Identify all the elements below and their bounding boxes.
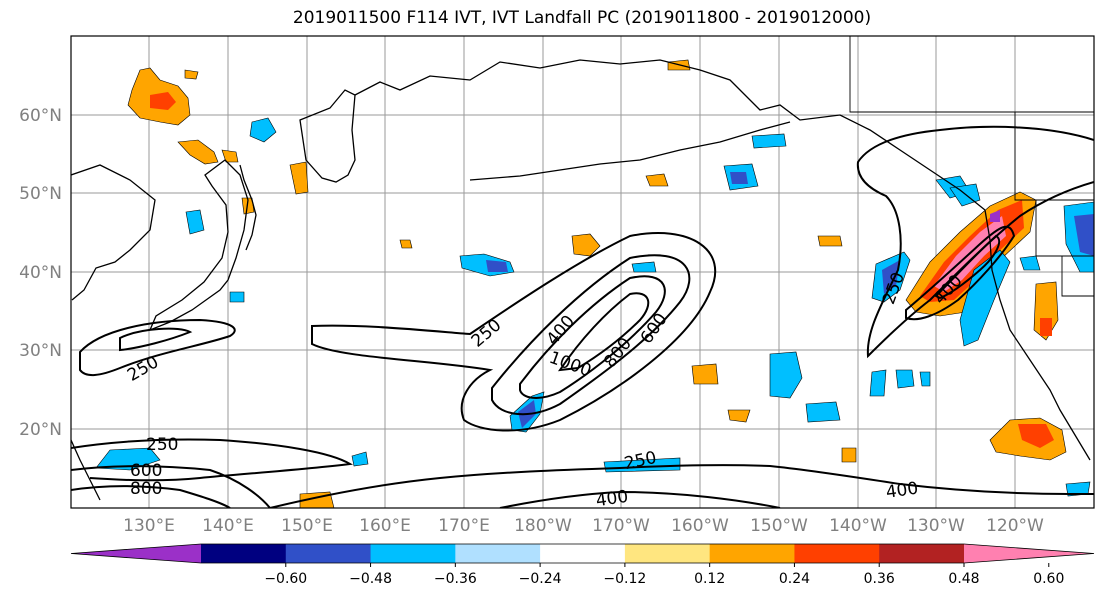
- map-title: 2019011500 F114 IVT, IVT Landfall PC (20…: [292, 8, 872, 28]
- contour-label: 1000: [546, 348, 593, 382]
- map-frame: [70, 35, 1095, 509]
- colorbar-swatch: [624, 544, 711, 563]
- colorbar-extend-low: [71, 544, 201, 563]
- lon-label: 170°W: [592, 516, 650, 536]
- contour-label: 400: [543, 312, 579, 350]
- contour-label: 250: [124, 352, 162, 386]
- colorbar-tick-label: 0.48: [948, 571, 979, 587]
- colorbar-tick-label: 0.60: [1033, 571, 1064, 587]
- contour-label: 800: [600, 334, 636, 372]
- lon-label: 120°W: [986, 516, 1044, 536]
- colorbar-tick-label: 0.12: [694, 571, 725, 587]
- contour-label: 250: [146, 435, 178, 455]
- colorbar-tick-label: −0.24: [519, 571, 562, 587]
- colorbar-tick-label: 0.36: [864, 571, 895, 587]
- colorbar-swatch: [540, 544, 626, 563]
- lon-label: 130°E: [123, 516, 175, 536]
- lat-label: 20°N: [19, 420, 62, 440]
- contour-label: 800: [130, 479, 162, 499]
- colorbar-outline: [70, 543, 1095, 564]
- lon-label: 150°E: [281, 516, 333, 536]
- latitude-labels: 60°N 50°N 40°N 30°N 20°N: [19, 106, 62, 440]
- lon-label: 130°W: [907, 516, 965, 536]
- lon-label: 180°W: [514, 516, 572, 536]
- ivt-contours: [71, 125, 1094, 508]
- colorbar: −0.60 −0.48 −0.36 −0.24 −0.12 0.12 0.24 0.36 0.4…: [70, 543, 1095, 587]
- lat-label: 40°N: [19, 263, 62, 283]
- colorbar-swatch: [285, 544, 372, 563]
- lon-label: 170°E: [438, 516, 490, 536]
- lon-label: 160°W: [671, 516, 729, 536]
- colorbar-tick-label: −0.36: [434, 571, 477, 587]
- lon-label: 140°W: [829, 516, 887, 536]
- contour-label: 600: [130, 461, 162, 481]
- lat-label: 50°N: [19, 184, 62, 204]
- lon-label: 140°E: [202, 516, 254, 536]
- lat-label: 60°N: [19, 106, 62, 126]
- borders: [849, 36, 1094, 297]
- colorbar-swatch: [879, 544, 965, 563]
- colorbar-extend-high: [964, 544, 1094, 563]
- contour-label: 400: [595, 487, 630, 511]
- colorbar-swatch: [201, 544, 287, 563]
- lon-label: 150°W: [750, 516, 808, 536]
- coastlines: [71, 59, 1091, 501]
- colorbar-swatch: [794, 544, 880, 563]
- colorbar-swatch: [709, 544, 795, 563]
- colorbar-tick-label: −0.48: [349, 571, 392, 587]
- colorbar-swatch: [455, 544, 541, 563]
- colorbar-swatch: [370, 544, 456, 563]
- lat-label: 30°N: [19, 341, 62, 361]
- colorbar-tick-label: −0.12: [603, 571, 646, 587]
- contour-label: 400: [885, 479, 920, 503]
- colorbar-tick-label: 0.24: [779, 571, 810, 587]
- colorbar-tick-label: −0.60: [264, 571, 307, 587]
- lon-label: 160°E: [359, 516, 411, 536]
- ivt-shading: [95, 59, 1094, 508]
- longitude-labels: 130°E 140°E 150°E 160°E 170°E 180°W 170°…: [123, 516, 1044, 536]
- contour-label: 250: [468, 315, 506, 351]
